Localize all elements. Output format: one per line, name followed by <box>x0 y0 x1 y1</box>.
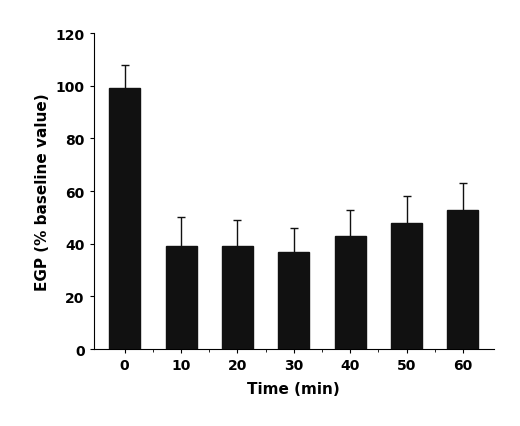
Bar <box>278 252 309 349</box>
Bar <box>391 223 422 349</box>
Bar <box>448 210 478 349</box>
X-axis label: Time (min): Time (min) <box>248 380 340 396</box>
Bar <box>335 236 366 349</box>
Y-axis label: EGP (% baseline value): EGP (% baseline value) <box>35 93 50 290</box>
Bar <box>109 89 140 349</box>
Bar <box>222 247 253 349</box>
Bar <box>165 247 197 349</box>
